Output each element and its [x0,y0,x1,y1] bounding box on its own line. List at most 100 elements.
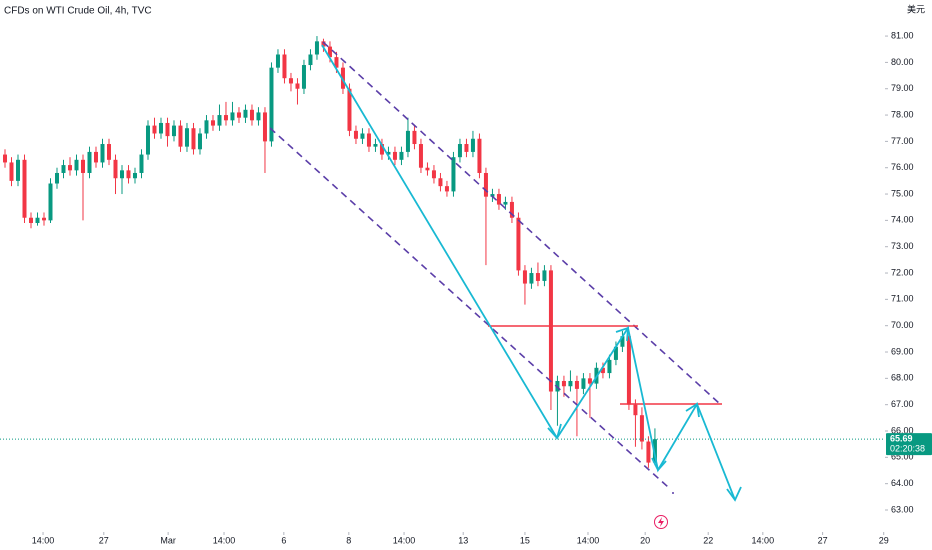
candle-body [418,144,423,168]
event-icon-bolt [658,517,664,527]
candle-body [470,138,475,152]
candle-body [444,186,449,192]
candle-body [113,159,118,179]
candle-body [353,130,358,139]
x-tick-label: 13 [458,535,468,545]
candle-body [412,130,417,145]
candle-body [74,159,79,171]
channel-upper [322,41,721,405]
y-tick-label: 68.00 [891,373,914,383]
candle-body [204,120,209,134]
candle-body [100,144,105,163]
candle-body [223,115,228,121]
candle-body [379,144,384,155]
candle-body [574,380,579,389]
candle-body [197,133,202,150]
y-tick-label: 73.00 [891,241,914,251]
candle-body [301,65,306,89]
y-tick-label: 76.00 [891,162,914,172]
x-tick-label: 14:00 [393,535,416,545]
candle-body [386,151,391,155]
projection-path [321,44,736,501]
candle-body [210,120,215,126]
x-tick-label: 6 [281,535,286,545]
candle-body [184,128,189,147]
candle-body [646,441,651,463]
candle-body [16,159,21,181]
last-price-box [886,433,932,456]
candle-body [626,336,631,405]
y-tick-label: 63.00 [891,504,914,514]
candle-body [321,41,326,47]
candle-body [119,170,124,179]
candle-body [139,154,144,173]
candle-body [41,217,46,221]
candle-body [80,159,85,173]
candle-body [542,270,547,281]
candle-body [54,172,59,184]
candle-body [431,170,436,179]
candle-body [620,336,625,347]
candle-body [9,162,14,181]
x-tick-label: 14:00 [32,535,55,545]
candle-body [295,83,300,89]
drawings [269,41,742,529]
candle-body [22,159,27,218]
candle-body [158,122,163,134]
candle-body [262,112,267,142]
last-price-label: 65.69 [890,434,913,444]
y-tick-label: 75.00 [891,188,914,198]
candle-body [288,78,293,84]
currency: 美元 [907,3,925,14]
event-icon[interactable] [654,515,668,529]
candle-body [399,151,404,160]
chart-title: CFDs on WTI Crude Oil, 4h, TVC [4,6,152,17]
candle-body [405,130,410,152]
candle-body [243,109,248,118]
candle-body [516,217,521,271]
x-tick-label: 22 [703,535,713,545]
candle-body [347,88,352,131]
y-tick-label: 72.00 [891,267,914,277]
candle-body [639,415,644,442]
y-tick-label: 69.00 [891,346,914,356]
candle-body [483,172,488,197]
candle-body [178,125,183,147]
candle-body [587,378,592,384]
y-tick-label: 80.00 [891,57,914,67]
candle-body [217,115,222,126]
candle-body [327,46,332,58]
candle-body [373,144,378,147]
candle-body [29,217,34,224]
candle-body [171,125,176,137]
x-tick-label: Mar [160,535,176,545]
candle-body [457,144,462,158]
candle-body [334,57,339,68]
candle-body [48,183,53,221]
dot [672,492,674,494]
candle-body [314,41,319,55]
candle-body [61,165,66,173]
candle-body [600,367,605,374]
candle-body [509,201,514,218]
y-tick-label: 71.00 [891,294,914,304]
candle-body [106,144,111,160]
candle-body [652,439,657,463]
candle-body [67,165,72,171]
candle-body [451,157,456,192]
y-tick-label: 74.00 [891,215,914,225]
candle-body [340,67,345,89]
candle-body [464,144,469,152]
candle-body [165,122,170,137]
candle-body [256,112,261,121]
x-tick-label: 14:00 [577,535,600,545]
x-tick-label: 20 [640,535,650,545]
countdown-label: 02:20:38 [890,444,925,454]
candle-body [522,270,527,284]
candle-body [438,178,443,187]
arrow-head [547,423,562,440]
y-tick-label: 70.00 [891,320,914,330]
channel-lower [269,127,669,488]
candle-body [477,138,482,173]
candle-body [425,167,430,171]
